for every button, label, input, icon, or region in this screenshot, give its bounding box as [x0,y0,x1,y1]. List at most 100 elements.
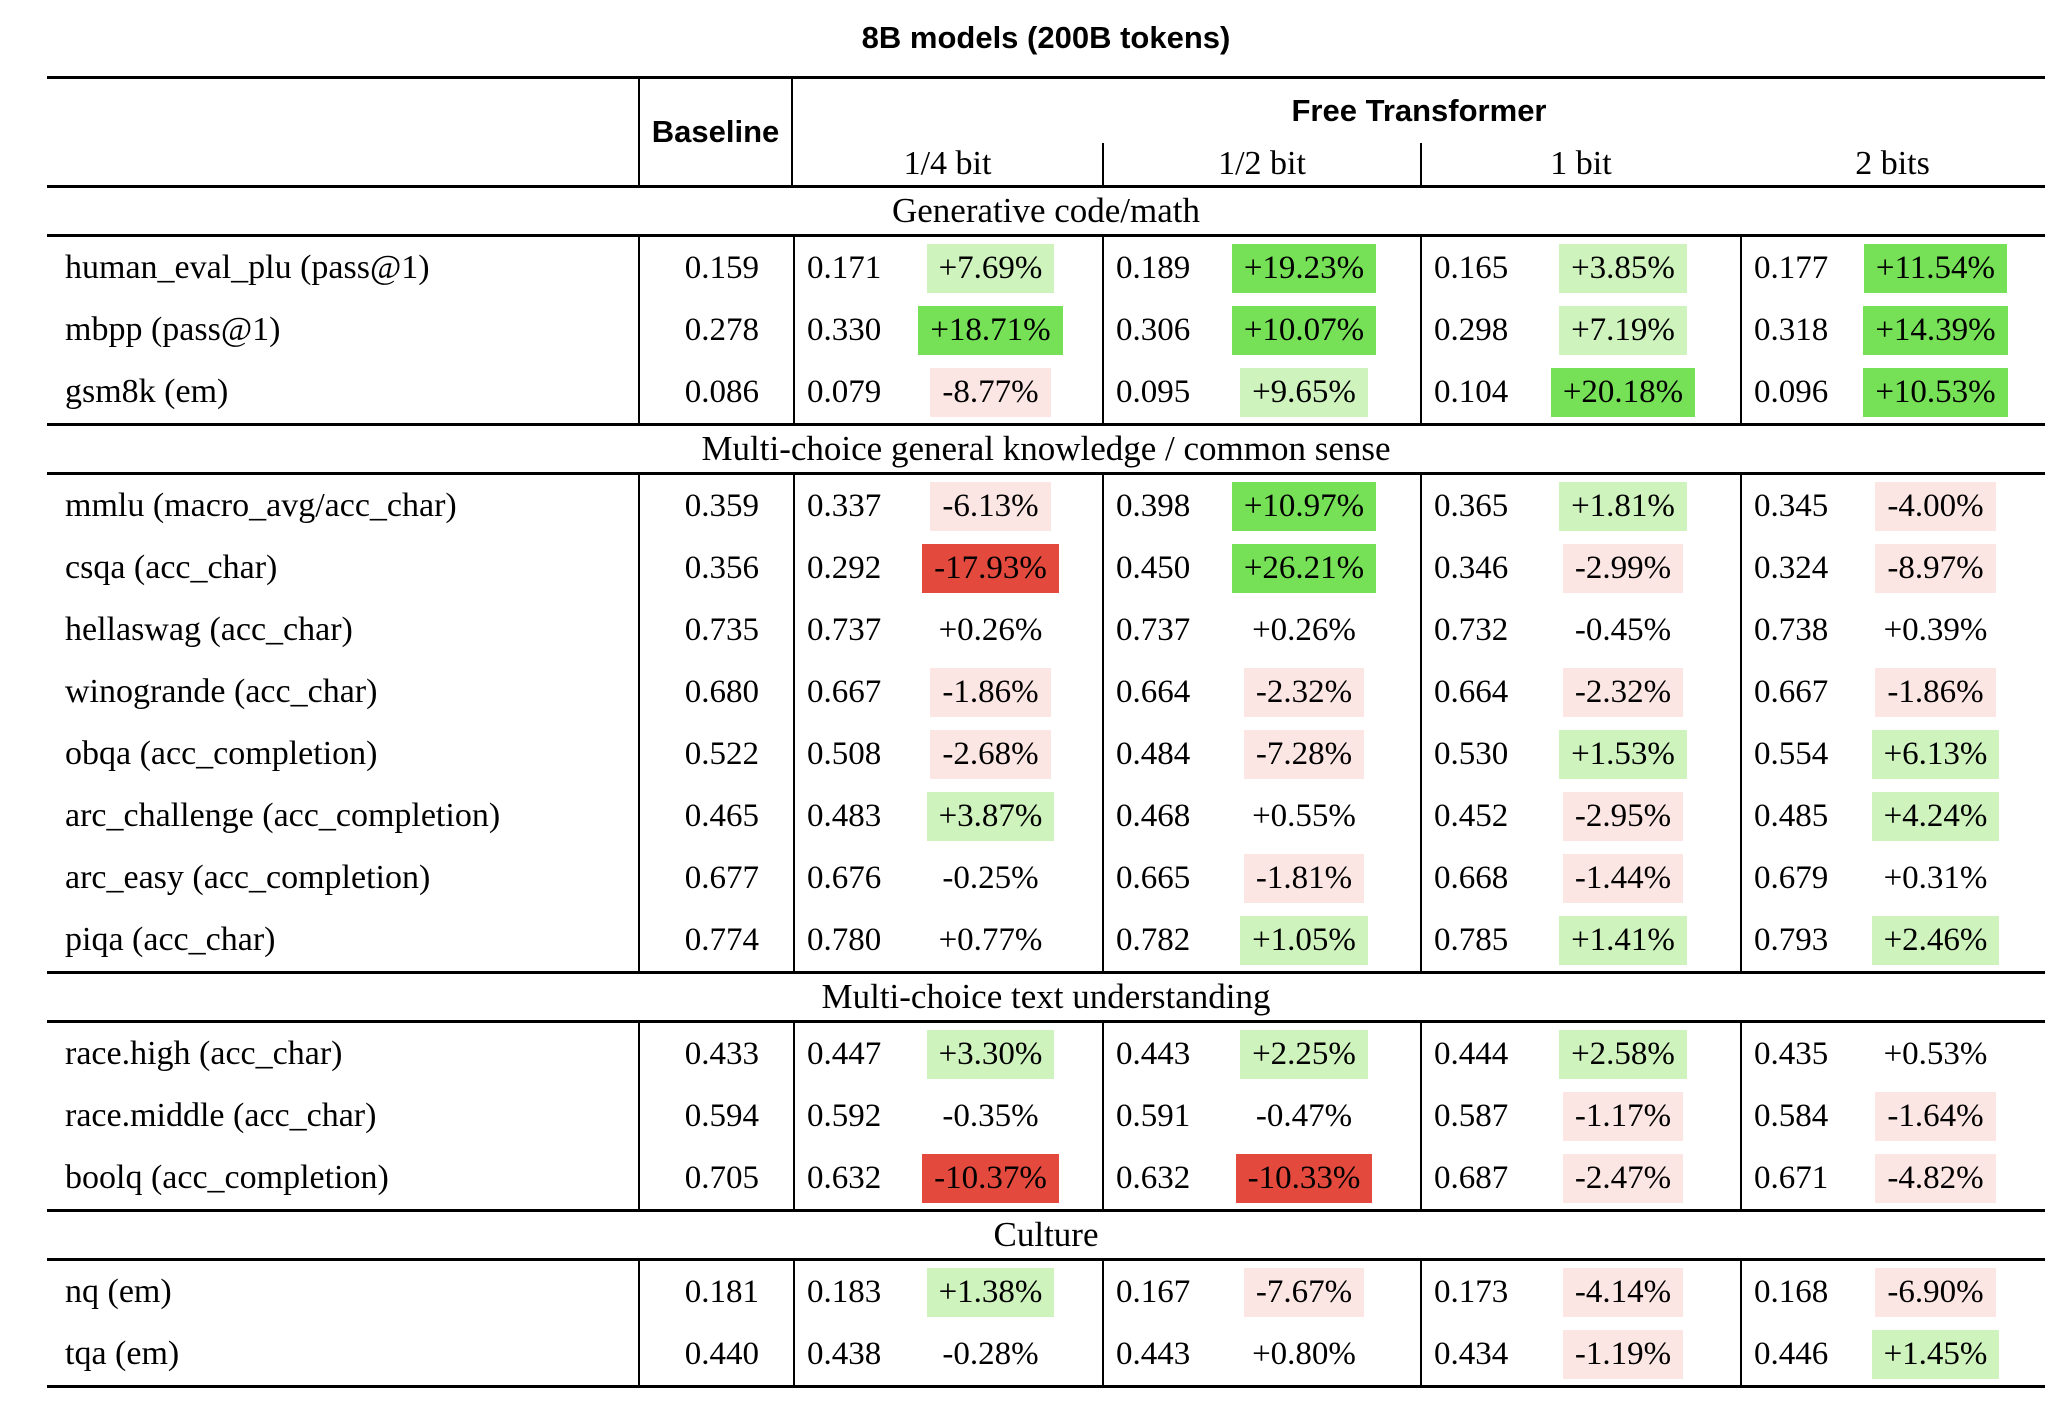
delta-wrap: +26.21% [1212,543,1420,593]
delta-wrap: -1.86% [1850,667,2045,717]
table-row: mmlu (macro_avg/acc_char) 0.359 0.337 -6.13… [47,475,2045,537]
delta-badge: +0.39% [1883,611,1988,648]
delta-wrap: +10.97% [1212,481,1420,531]
delta-badge: +11.54% [1863,243,2008,293]
metric-value: 0.592 [807,1097,882,1134]
delta-badge: -0.28% [942,1335,1039,1372]
metric-value: 0.096 [1754,373,1829,410]
metric-value: 0.337 [807,487,882,524]
metric-value: 0.667 [807,673,882,710]
metric-value: 0.177 [1754,249,1829,286]
bit-cell: 0.738 +0.39% [1740,599,2045,661]
delta-badge: -17.93% [922,543,1059,593]
bit-cell: 0.732 -0.45% [1420,599,1740,661]
metric-value: 0.530 [1434,735,1509,772]
table-row: nq (em) 0.181 0.183 +1.38% 0.167 -7.67% 0.173 -… [47,1261,2045,1323]
delta-badge: +0.55% [1252,797,1356,834]
table-row: tqa (em) 0.440 0.438 -0.28% 0.443 +0.80% 0.434… [47,1323,2045,1385]
delta-badge: -0.25% [942,859,1039,896]
bit-cell: 0.664 -2.32% [1102,661,1420,723]
delta-badge: -6.90% [1875,1267,1996,1317]
metric-value: 0.292 [807,549,882,586]
bit-cell: 0.177 +11.54% [1740,237,2045,299]
table-row: gsm8k (em) 0.086 0.079 -8.77% 0.095 +9.65% 0.1… [47,361,2045,423]
delta-badge: -10.37% [922,1153,1059,1203]
delta-wrap: +18.71% [903,305,1102,355]
delta-wrap: -1.86% [903,667,1102,717]
delta-wrap: -8.97% [1850,543,2045,593]
bit-cell: 0.468 +0.55% [1102,785,1420,847]
delta-wrap: -0.25% [903,854,1102,903]
metric-value: 0.591 [1116,1097,1191,1134]
bit-cell: 0.165 +3.85% [1420,237,1740,299]
delta-badge: +1.81% [1559,481,1687,531]
delta-wrap: -1.81% [1212,853,1420,903]
metric-value: 0.447 [807,1035,882,1072]
baseline-value: 0.774 [638,909,793,971]
divider [47,423,2045,426]
delta-badge: -8.97% [1875,543,1996,593]
delta-badge: +1.53% [1559,729,1687,779]
row-label: race.middle (acc_char) [65,1097,377,1134]
metric-value: 0.318 [1754,311,1829,348]
delta-wrap: +2.58% [1530,1029,1740,1079]
header-bit-two: 2 bits [1855,145,1930,182]
delta-badge: +26.21% [1231,543,1377,593]
header-group-label: Free Transformer [1291,93,1547,128]
header-bit-labels: 1/4 bit 1/2 bit 1 bit 2 bits [793,143,2045,185]
delta-badge: +3.87% [926,791,1055,841]
bit-cell: 0.632 -10.37% [793,1147,1102,1209]
bit-cell: 0.337 -6.13% [793,475,1102,537]
delta-badge: +19.23% [1231,243,1377,293]
bit-cell: 0.632 -10.33% [1102,1147,1420,1209]
metric-value: 0.738 [1754,611,1829,648]
metric-value: 0.168 [1754,1273,1829,1310]
metric-value: 0.732 [1434,611,1509,648]
bit-cell: 0.665 -1.81% [1102,847,1420,909]
bit-cell: 0.780 +0.77% [793,909,1102,971]
delta-wrap: -1.44% [1530,853,1740,903]
delta-wrap: +0.80% [1212,1330,1420,1379]
bit-cell: 0.446 +1.45% [1740,1323,2045,1385]
bit-cell: 0.687 -2.47% [1420,1147,1740,1209]
delta-wrap: -10.37% [903,1153,1102,1203]
delta-wrap: +0.26% [903,606,1102,655]
bit-cell: 0.679 +0.31% [1740,847,2045,909]
delta-badge: +3.85% [1559,243,1687,293]
bit-cell: 0.171 +7.69% [793,237,1102,299]
delta-badge: -0.47% [1255,1097,1353,1134]
table-row: arc_easy (acc_completion) 0.677 0.676 -0.25… [47,847,2045,909]
bit-cell: 0.676 -0.25% [793,847,1102,909]
bit-cell: 0.096 +10.53% [1740,361,2045,423]
metric-value: 0.676 [807,859,882,896]
metric-value: 0.587 [1434,1097,1509,1134]
bit-cell: 0.345 -4.00% [1740,475,2045,537]
header-bit-one: 1 bit [1420,143,1740,185]
delta-badge: -6.13% [930,481,1051,531]
metric-value: 0.104 [1434,373,1509,410]
delta-wrap: +0.31% [1850,854,2045,903]
bit-cell: 0.483 +3.87% [793,785,1102,847]
bit-cell: 0.095 +9.65% [1102,361,1420,423]
delta-wrap: -8.77% [903,367,1102,417]
metric-value: 0.667 [1754,673,1829,710]
metric-value: 0.483 [807,797,882,834]
metric-value: 0.632 [1116,1159,1191,1196]
divider [47,185,2045,188]
metric-value: 0.298 [1434,311,1509,348]
bit-cell: 0.444 +2.58% [1420,1023,1740,1085]
metric-value: 0.435 [1754,1035,1829,1072]
row-label: mmlu (macro_avg/acc_char) [65,487,457,524]
metric-value: 0.484 [1116,735,1191,772]
metric-value: 0.668 [1434,859,1509,896]
delta-wrap: -2.32% [1212,667,1420,717]
table-row: boolq (acc_completion) 0.705 0.632 -10.37% 0… [47,1147,2045,1209]
delta-badge: +2.58% [1559,1029,1687,1079]
delta-badge: +10.53% [1863,367,2008,417]
metric-value: 0.793 [1754,921,1829,958]
divider [47,1385,2045,1388]
divider [47,472,2045,475]
delta-badge: -7.67% [1243,1267,1365,1317]
metric-value: 0.485 [1754,797,1829,834]
bit-cell: 0.782 +1.05% [1102,909,1420,971]
